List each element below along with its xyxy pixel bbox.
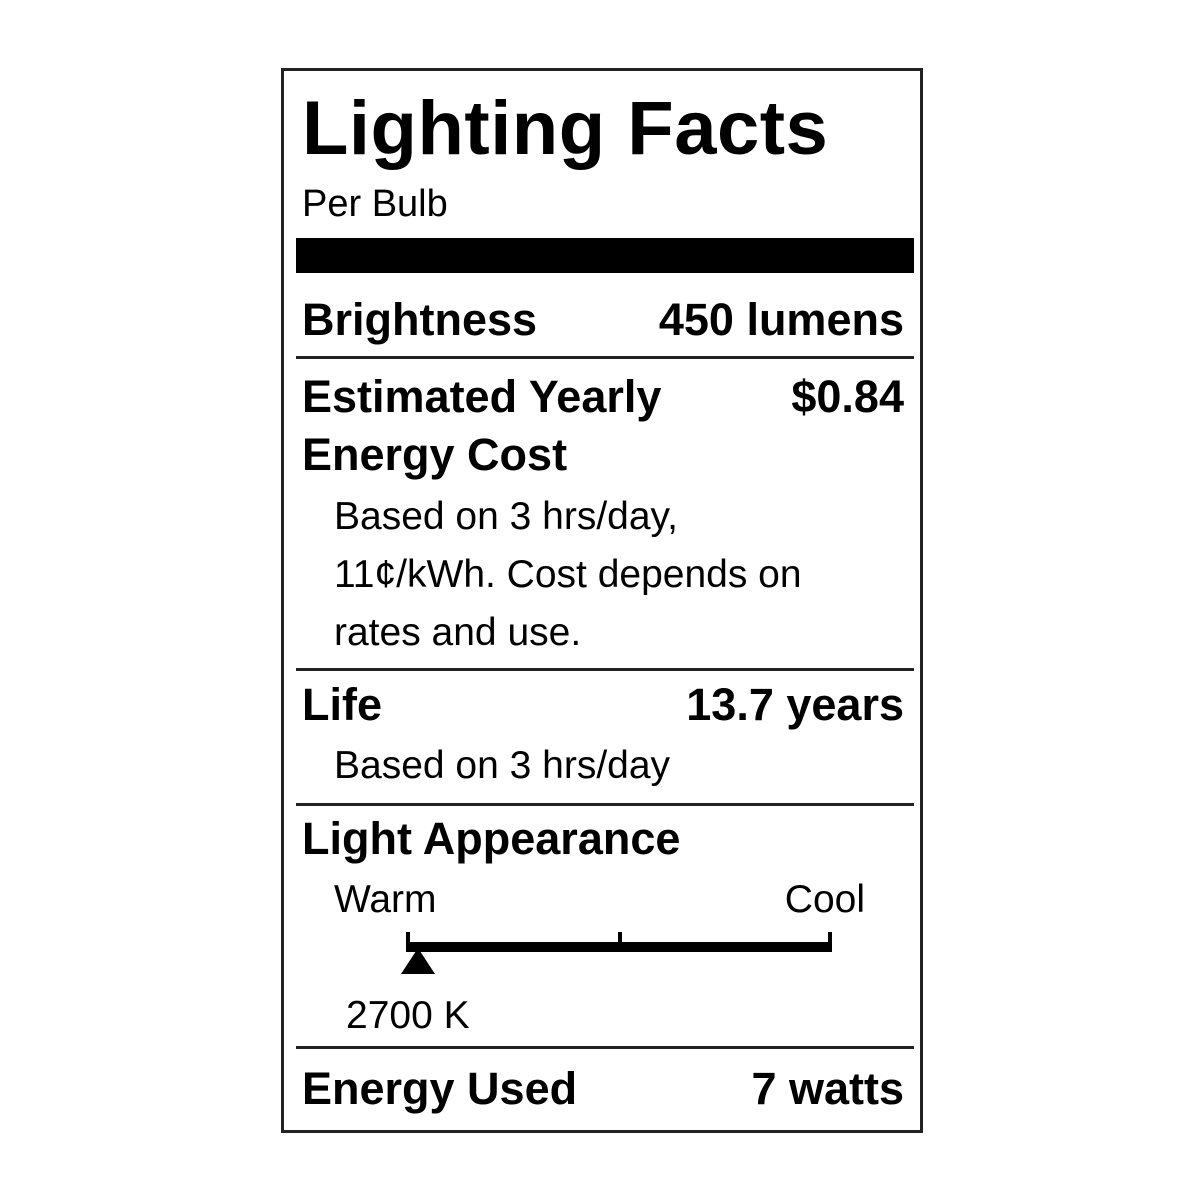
- energy-cost-note-line2: 11¢/kWh. Cost depends on: [334, 553, 802, 596]
- light-appearance-label: Light Appearance: [302, 813, 681, 864]
- energy-cost-label-line1: Estimated Yearly: [302, 371, 662, 422]
- brightness-value: 450 lumens: [658, 294, 904, 345]
- energy-cost-note-line1: Based on 3 hrs/day,: [334, 495, 678, 538]
- warm-label: Warm: [334, 878, 437, 921]
- divider: [296, 1046, 914, 1049]
- energy-cost-value: $0.84: [791, 371, 904, 422]
- label-subtitle: Per Bulb: [302, 183, 448, 225]
- scale-tick: [406, 932, 410, 952]
- scale-tick: [828, 932, 832, 952]
- color-temperature-value: 2700 K: [346, 994, 470, 1037]
- heavy-divider: [296, 238, 914, 273]
- energy-cost-note-line3: rates and use.: [334, 611, 582, 654]
- life-label: Life: [302, 679, 383, 730]
- label-title: Lighting Facts: [302, 86, 829, 171]
- life-note: Based on 3 hrs/day: [334, 744, 671, 787]
- lighting-facts-label: Lighting Facts Per Bulb Brightness 450 l…: [281, 68, 923, 1133]
- cool-label: Cool: [784, 878, 865, 921]
- scale-tick: [618, 932, 622, 946]
- energy-used-value: 7 watts: [751, 1063, 904, 1114]
- divider: [296, 356, 914, 359]
- energy-cost-label-line2: Energy Cost: [302, 429, 568, 480]
- divider: [296, 668, 914, 671]
- life-value: 13.7 years: [686, 679, 904, 730]
- color-temperature-marker: [401, 948, 435, 974]
- divider: [296, 803, 914, 806]
- energy-used-label: Energy Used: [302, 1063, 578, 1114]
- brightness-label: Brightness: [302, 294, 538, 345]
- color-temperature-scale: [408, 942, 832, 952]
